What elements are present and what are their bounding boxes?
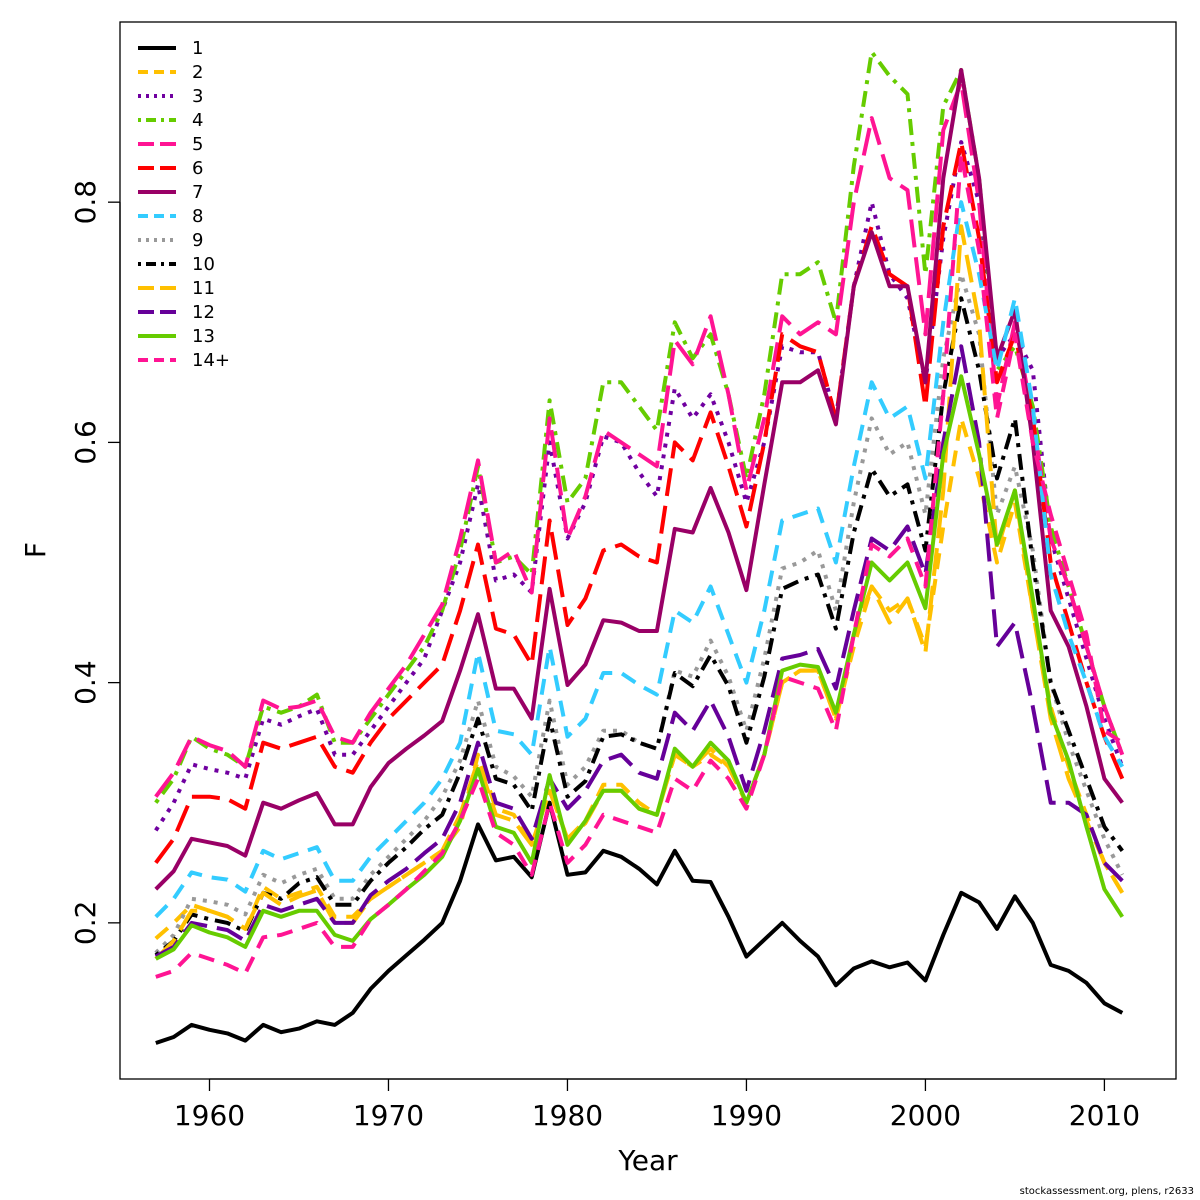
x-tick-label: 1970: [353, 1099, 424, 1132]
legend-label: 12: [192, 302, 215, 323]
series-line-14plus: [155, 152, 1124, 979]
legend-label: 14+: [192, 350, 230, 371]
y-tick-label: 0.4: [69, 660, 102, 705]
y-tick-label: 0.6: [69, 420, 102, 465]
legend-label: 9: [192, 230, 203, 251]
x-tick-label: 2010: [1069, 1099, 1140, 1132]
x-axis: 1960 1970 1980 1990 2000 2010: [174, 1078, 1140, 1132]
x-axis-title: Year: [617, 1144, 678, 1177]
legend-label: 8: [192, 206, 203, 227]
legend-label: 5: [192, 134, 203, 155]
series-line-7: [154, 68, 1124, 891]
x-tick-label: 1990: [711, 1099, 782, 1132]
legend-label: 4: [192, 110, 203, 131]
y-tick-label: 0.8: [69, 180, 102, 225]
series-line-3: [154, 140, 1125, 832]
y-tick-label: 0.2: [69, 901, 102, 946]
legend-label: 2: [192, 62, 203, 83]
series-line-2: [154, 416, 1125, 941]
series-line-10: [154, 296, 1124, 957]
y-axis-title: F: [19, 542, 52, 558]
x-tick-label: 2000: [890, 1099, 961, 1132]
legend-label: 3: [192, 86, 203, 107]
legend-label: 1: [192, 38, 203, 59]
series-line-1: [155, 800, 1124, 1045]
legend-label: 7: [192, 182, 203, 203]
credit-text: stockassessment.org, plens, r2633: [1019, 1186, 1194, 1197]
series-line-12: [154, 344, 1124, 959]
legend-label: 6: [192, 158, 203, 179]
series-layer: [154, 50, 1125, 1045]
series-line-5: [154, 80, 1125, 798]
y-axis: 0.2 0.4 0.6 0.8: [69, 180, 121, 946]
series-line-6: [154, 140, 1125, 864]
legend-label: 13: [192, 326, 215, 347]
series-line-13: [154, 374, 1124, 961]
legend-label: 11: [192, 278, 215, 299]
x-tick-label: 1960: [174, 1099, 245, 1132]
legend-label: 10: [192, 254, 215, 275]
x-tick-label: 1980: [532, 1099, 603, 1132]
series-line-8: [154, 200, 1125, 919]
